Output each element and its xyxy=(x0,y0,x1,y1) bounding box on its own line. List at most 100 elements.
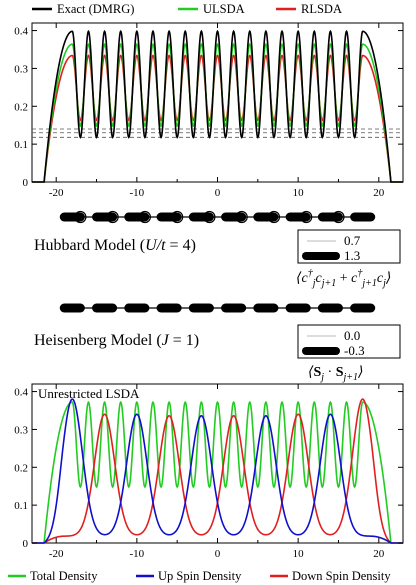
heis-chain-site xyxy=(78,306,83,310)
bottom-xtick-label: 10 xyxy=(293,548,305,560)
bottom-ytick-label: 0.4 xyxy=(14,387,28,399)
hubbard-chain-site-ring xyxy=(203,210,216,224)
hubbard-chain-site xyxy=(93,214,100,220)
top-density-panel: -20 -10 0 10 20 0 0.1 0.2 0.3 0.4 Exact (DMRG) UL… xyxy=(14,2,404,199)
top-ytick-label: 0.3 xyxy=(14,63,28,75)
heis-chain-site xyxy=(110,306,115,310)
hubbard-chain-site xyxy=(271,214,277,220)
legend-label-exact: Exact (DMRG) xyxy=(57,2,134,16)
hubbard-chain-site-ring xyxy=(106,210,119,224)
top-ytick-label: 0.1 xyxy=(14,139,28,151)
bottom-ytick-label: 0 xyxy=(23,538,29,550)
heisenberg-model-label: Heisenberg Model (J = 1) xyxy=(34,332,199,349)
top-xtick-label: -20 xyxy=(49,187,64,199)
top-curves xyxy=(32,29,403,183)
hubbard-chain xyxy=(59,210,376,224)
heis-chain-site xyxy=(271,306,276,310)
top-ytick-label: 0.2 xyxy=(14,101,28,113)
hubbard-key-thick-label: 1.3 xyxy=(344,248,360,263)
hubbard-chain-site-ring xyxy=(171,210,184,224)
hubbard-chain-site xyxy=(368,214,374,220)
hubbard-chain-site-ring xyxy=(235,210,248,224)
legend-label-up: Up Spin Density xyxy=(158,569,242,583)
hubbard-chain-site xyxy=(335,214,342,220)
hubbard-chain-site xyxy=(239,214,245,220)
heis-chain-site xyxy=(191,306,196,310)
heis-chain-site xyxy=(352,306,357,310)
hubbard-chain-site xyxy=(174,214,180,220)
bottom-density-panel: -20 -10 0 10 20 0 0.1 0.2 0.3 0.4 Unrestricted LS… xyxy=(8,383,404,583)
hubbard-chain-site xyxy=(142,214,148,220)
bottom-axis-ticks: -20 -10 0 10 20 0 0.1 0.2 0.3 0.4 xyxy=(14,384,403,560)
hubbard-chain-site xyxy=(77,214,83,220)
heisenberg-chain xyxy=(59,303,376,313)
hubbard-chain-site xyxy=(319,214,325,220)
heis-chain-site xyxy=(368,306,373,310)
heis-chain-site xyxy=(159,306,164,310)
heis-chain-site xyxy=(304,306,309,310)
bottom-xtick-label: -10 xyxy=(130,548,145,560)
bottom-ytick-label: 0.3 xyxy=(14,424,28,436)
heis-chain-site xyxy=(142,306,147,310)
heis-chain-site xyxy=(336,306,341,310)
top-xtick-label: 20 xyxy=(373,187,385,199)
top-xtick-label: -10 xyxy=(130,187,145,199)
heis-chain-site xyxy=(239,306,244,310)
hubbard-chain-site-ring xyxy=(332,210,345,224)
top-series-0 xyxy=(32,29,403,183)
hubbard-model-label: Hubbard Model (U/t = 4) xyxy=(34,237,196,254)
heis-chain-site xyxy=(126,306,131,310)
top-axis-ticks: -20 -10 0 10 20 0 0.1 0.2 0.3 0.4 xyxy=(14,23,403,199)
bottom-curves xyxy=(32,398,403,544)
hubbard-chain-site xyxy=(206,214,213,220)
bottom-series-total xyxy=(32,400,403,544)
bottom-ytick-label: 0.1 xyxy=(14,500,28,512)
heisenberg-key-thick-label: -0.3 xyxy=(344,343,365,358)
hubbard-chain-site xyxy=(255,214,261,220)
hubbard-chain-site xyxy=(110,214,116,220)
heis-chain-site xyxy=(207,306,212,310)
hubbard-key: 0.7 1.3 xyxy=(297,229,401,264)
heisenberg-key: 0.0 -0.3 xyxy=(297,324,401,359)
hubbard-chain-site xyxy=(222,214,229,220)
top-legend: Exact (DMRG) ULSDA RLSDA xyxy=(32,2,342,16)
bottom-legend: Total Density Up Spin Density Down Spin … xyxy=(8,569,391,583)
bottom-xtick-label: 0 xyxy=(215,548,221,560)
hubbard-chain-site xyxy=(158,214,164,220)
heis-chain-site xyxy=(320,306,325,310)
hubbard-key-thin-label: 0.7 xyxy=(344,233,361,248)
top-xtick-label: 10 xyxy=(293,187,305,199)
top-xtick-label: 0 xyxy=(215,187,221,199)
bottom-series-up xyxy=(32,398,403,544)
heis-chain-site xyxy=(255,306,260,310)
heis-chain-site xyxy=(175,306,180,310)
legend-label-rlsda: RLSDA xyxy=(301,2,342,16)
heisenberg-key-thin-label: 0.0 xyxy=(344,328,360,343)
heis-chain-site xyxy=(62,306,67,310)
legend-label-total: Total Density xyxy=(30,569,98,583)
hubbard-chain-site-ring xyxy=(74,210,87,224)
top-series-2 xyxy=(32,54,403,183)
bottom-series-down xyxy=(32,398,403,544)
hubbard-chain-site xyxy=(126,214,132,220)
hubbard-chain-site xyxy=(352,214,358,220)
top-ytick-label: 0 xyxy=(23,177,29,189)
bottom-panel-title: Unrestricted LSDA xyxy=(38,386,140,401)
legend-label-ulsda: ULSDA xyxy=(203,2,245,16)
top-reference-lines xyxy=(32,128,403,138)
hubbard-chain-site-ring xyxy=(138,210,152,224)
hubbard-chain-site-ring xyxy=(300,210,313,224)
hubbard-key-expression: ⟨c†jcj+1 + c†j+1cj⟩ xyxy=(296,268,391,289)
top-ytick-label: 0.4 xyxy=(14,26,28,38)
hubbard-chain-site xyxy=(287,214,293,220)
heisenberg-key-expression: ⟨Sj · Sj+1⟩ xyxy=(308,365,364,383)
heis-chain-site xyxy=(223,306,228,310)
top-series-1 xyxy=(32,42,403,183)
bottom-xtick-label: -20 xyxy=(49,548,64,560)
hubbard-chain-site xyxy=(303,214,309,220)
hubbard-chain-site xyxy=(190,214,196,220)
heis-chain-site xyxy=(288,306,293,310)
hubbard-chain-site-ring xyxy=(267,210,281,224)
bottom-xtick-label: 20 xyxy=(373,548,385,560)
